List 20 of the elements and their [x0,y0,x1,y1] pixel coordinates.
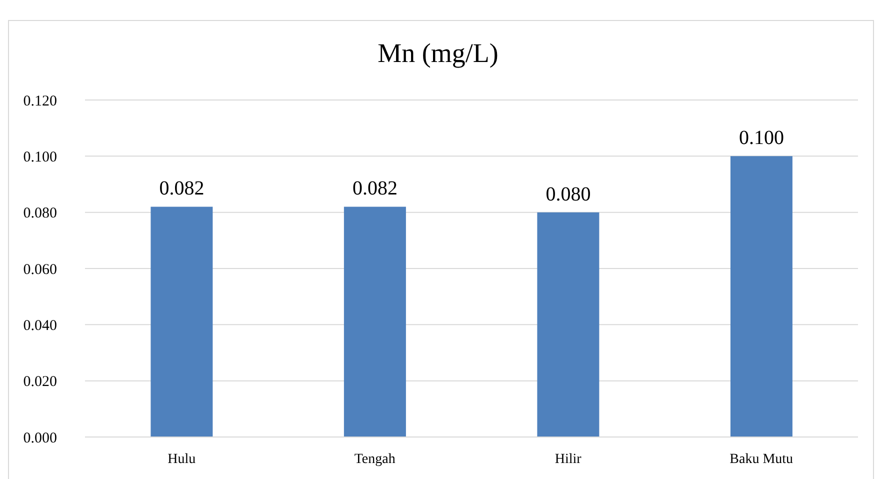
x-tick-label: Hilir [554,452,582,467]
bar [730,156,792,437]
chart-title: Mn (mg/L) [376,38,500,69]
y-tick-label: 0.100 [23,149,57,166]
y-tick-label: 0.020 [23,374,57,390]
y-tick-label: 0.080 [23,206,57,222]
data-label: 0.100 [738,127,784,150]
data-label: 0.080 [546,183,591,206]
y-tick-label: 0.000 [23,430,57,446]
data-label: 0.082 [159,178,204,200]
y-tick-label: 0.120 [23,93,57,110]
x-tick-label: Hulu [168,452,196,467]
x-tick-label: Baku Mutu [730,452,794,467]
y-tick-label: 0.040 [23,318,57,334]
bar [537,212,600,437]
bar [344,206,406,437]
bar [150,206,213,437]
y-tick-label: 0.060 [23,262,57,278]
x-tick-label: Tengah [354,452,396,467]
data-label: 0.082 [352,178,398,200]
